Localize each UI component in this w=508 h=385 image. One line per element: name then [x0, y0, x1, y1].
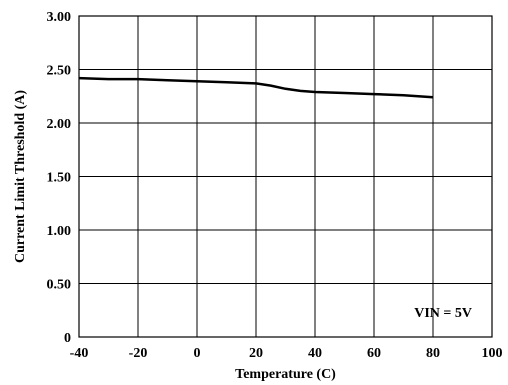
x-tick-label: 20 — [249, 346, 263, 361]
y-tick-labels: 0 0.50 1.00 1.50 2.00 2.50 3.00 — [47, 10, 72, 346]
x-axis-label: Temperature (C) — [235, 367, 336, 382]
series-line — [78, 76, 434, 99]
y-tick-label: 0.50 — [47, 278, 72, 293]
x-tick-label: 80 — [426, 346, 440, 361]
y-tick-label: 1.50 — [47, 171, 72, 186]
plot-area-border — [78, 15, 493, 338]
x-tick-label: 40 — [308, 346, 322, 361]
x-tick-label: -40 — [70, 346, 89, 361]
y-tick-label: 3.00 — [47, 10, 72, 25]
y-tick-label: 2.00 — [47, 117, 72, 132]
vin-annotation: VIN = 5V — [414, 306, 472, 321]
x-tick-label: 0 — [194, 346, 201, 361]
y-tick-label: 0 — [64, 331, 71, 346]
x-tick-label: -20 — [129, 346, 148, 361]
y-tick-label: 2.50 — [47, 64, 72, 79]
y-axis-label: Current Limit Threshold (A) — [13, 90, 28, 263]
grid — [78, 15, 493, 338]
x-tick-labels: -40 -20 0 20 40 60 80 100 — [70, 346, 503, 361]
x-tick-label: 60 — [367, 346, 381, 361]
y-tick-label: 1.00 — [47, 224, 72, 239]
x-tick-label: 100 — [482, 346, 503, 361]
series-layer — [78, 76, 434, 99]
